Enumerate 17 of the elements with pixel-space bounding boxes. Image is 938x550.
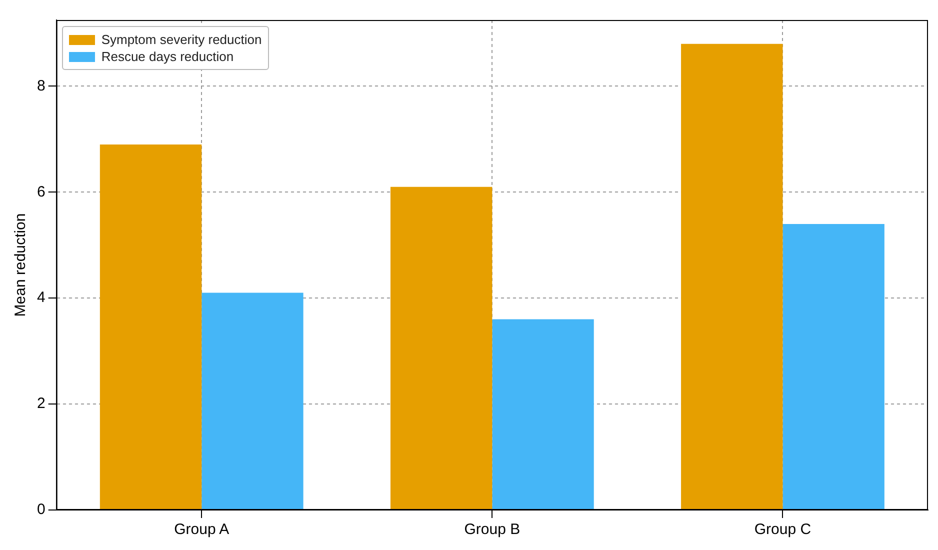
x-tick-label: Group A [174, 521, 230, 538]
legend-label: Symptom severity reduction [101, 32, 262, 47]
legend-label: Rescue days reduction [101, 49, 234, 64]
y-tick-label: 6 [37, 183, 46, 200]
bar [681, 44, 783, 510]
bar [782, 224, 884, 510]
bar [390, 186, 492, 510]
y-tick-label: 4 [37, 289, 46, 306]
bar [492, 319, 594, 510]
y-axis-title: Mean reduction [12, 213, 30, 317]
y-tick-label: 0 [37, 501, 46, 518]
bar [202, 292, 304, 510]
y-tick-label: 8 [37, 77, 46, 94]
x-tick-label: Group C [754, 521, 812, 538]
bar [100, 144, 202, 510]
x-tick-label: Group B [464, 521, 520, 538]
y-tick-label: 2 [37, 395, 46, 412]
